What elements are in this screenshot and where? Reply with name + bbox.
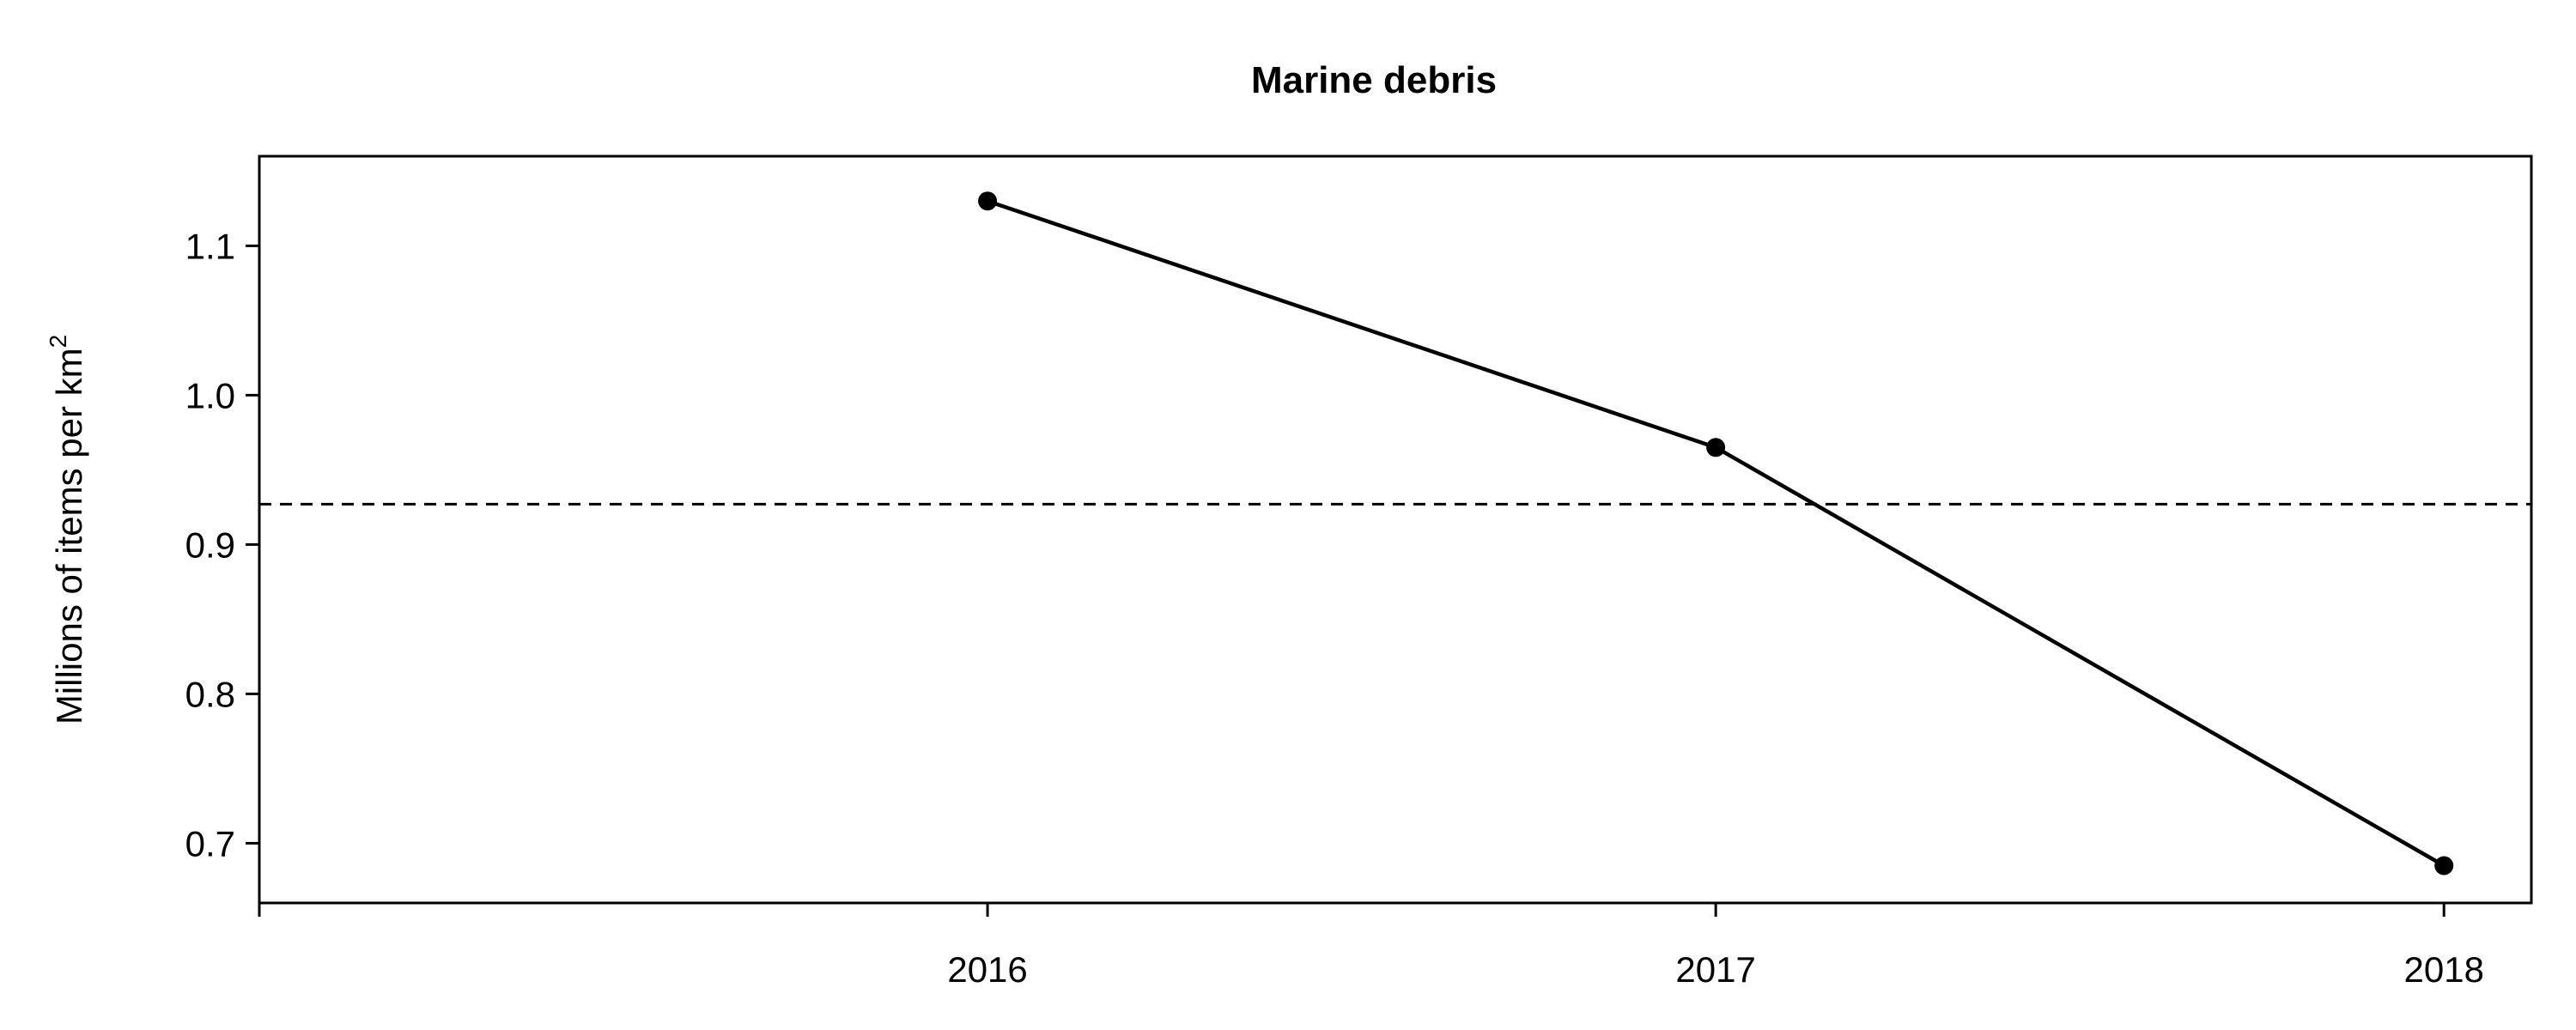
plot-frame	[258, 154, 2533, 905]
x-tick-label: 2018	[2404, 949, 2484, 990]
y-tick-label: 0.8	[185, 674, 235, 714]
data-point	[1706, 438, 1726, 457]
y-axis-label: Millions of items per km2	[45, 335, 89, 724]
y-tick-label: 0.9	[185, 524, 235, 565]
y-axis: 0.7 0.8 0.9 1.0 1.1	[185, 226, 259, 863]
y-tick-label: 1.0	[185, 375, 235, 415]
x-tick-label: 2017	[1675, 949, 1755, 990]
data-point	[978, 191, 998, 211]
series-line	[987, 199, 2445, 868]
y-axis-label-main: Millions of items per km	[49, 348, 89, 724]
x-axis: 2016 2017 2018	[258, 903, 2484, 990]
y-tick-label: 0.7	[185, 823, 235, 863]
x-tick-label: 2016	[947, 949, 1027, 990]
y-axis-label-superscript: 2	[45, 335, 71, 348]
y-tick-label: 1.1	[185, 226, 235, 266]
data-point	[2434, 856, 2454, 876]
data-points	[978, 191, 2454, 876]
chart-title: Marine debris	[1251, 59, 1497, 101]
